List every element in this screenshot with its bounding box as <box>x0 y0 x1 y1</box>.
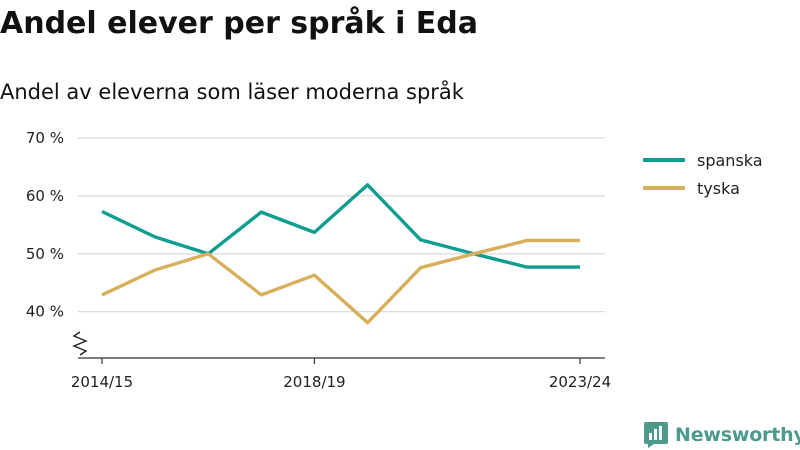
chart-title: Andel elever per språk i Eda <box>0 6 479 41</box>
y-tick-label: 70 % <box>26 129 64 147</box>
series-line-tyska <box>101 238 580 325</box>
y-tick-label: 40 % <box>26 303 64 321</box>
y-axis-break-icon <box>72 331 88 356</box>
newsworthy-logo-icon <box>644 422 668 448</box>
legend-label-tyska: tyska <box>697 179 740 198</box>
legend-label-spanska: spanska <box>697 151 763 170</box>
line-chart: 40 % 50 % 60 % 70 % 2014/15 2018/19 2023/24 sp… <box>26 129 763 391</box>
chart-subtitle: Andel av eleverna som läser moderna språ… <box>0 80 464 104</box>
y-tick-label: 60 % <box>26 187 64 205</box>
axes: 40 % 50 % 60 % 70 % 2014/15 2018/19 2023/24 <box>26 129 611 391</box>
gridlines <box>78 137 605 313</box>
legend: spanska tyska <box>643 151 763 198</box>
x-tick-label: 2014/15 <box>71 373 133 391</box>
y-tick-label: 50 % <box>26 245 64 263</box>
brand-logo: Newsworthy <box>643 420 800 450</box>
brand-name: Newsworthy <box>675 424 800 446</box>
series-line-spanska <box>101 183 580 269</box>
x-tick-label: 2018/19 <box>283 373 345 391</box>
series-lines <box>101 183 580 325</box>
x-tick-label: 2023/24 <box>549 373 611 391</box>
